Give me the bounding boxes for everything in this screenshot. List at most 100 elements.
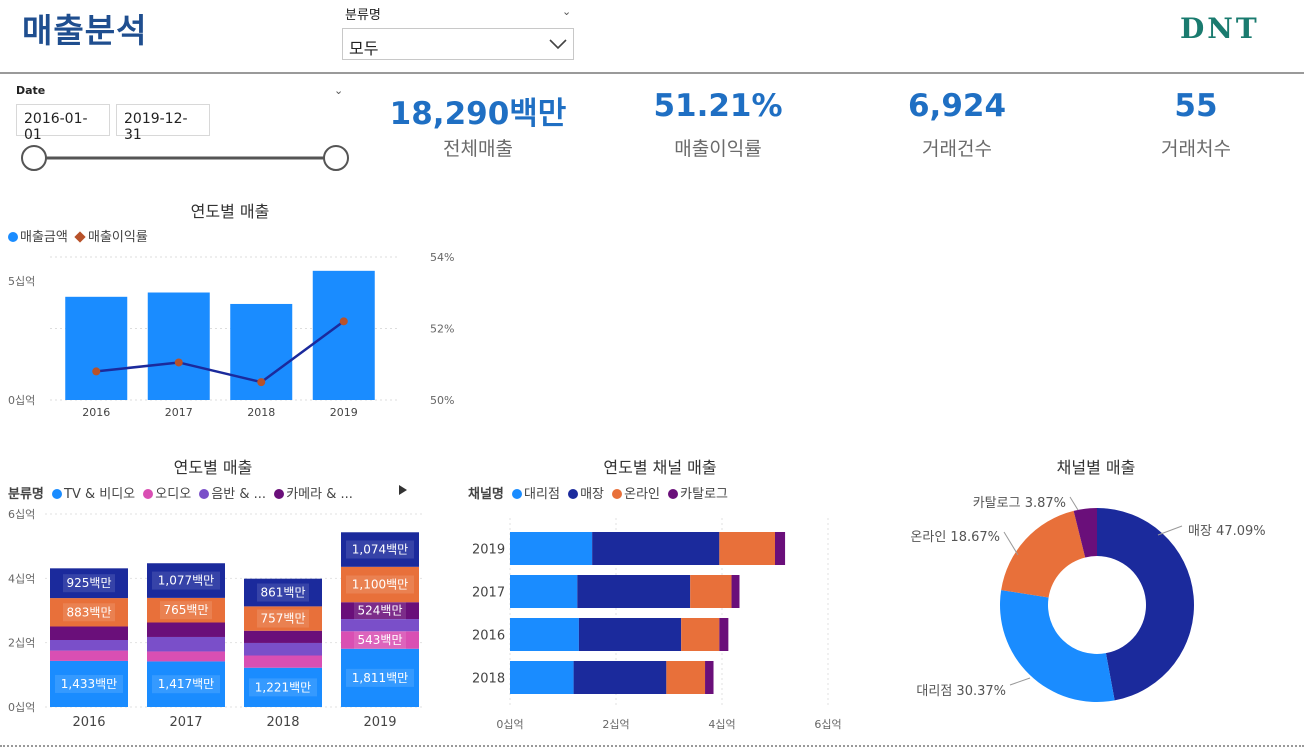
- category-filter-collapse-icon[interactable]: ⌄: [562, 5, 572, 18]
- chart2-legend-audio: 오디오: [155, 487, 192, 502]
- category-dropdown[interactable]: 모두: [342, 28, 574, 60]
- chart2-segment: [50, 598, 128, 627]
- chart3-segment: [578, 618, 682, 651]
- chart2-segment: [147, 597, 225, 623]
- kpi-customers-label: 거래처수: [1161, 138, 1231, 160]
- chart1-margin-point: [257, 378, 266, 387]
- chart1-legend-sales: 매출금액: [20, 230, 68, 245]
- chart1-bar: [65, 296, 128, 400]
- chart3-segment: [577, 575, 691, 608]
- chart2-label-bg: [152, 571, 220, 590]
- kpi-transactions-value: 6,924: [907, 88, 1007, 124]
- chart3-legend-store: 매장: [580, 487, 604, 502]
- chart2-segment: [244, 667, 322, 707]
- chart3-y-tick: 2017: [472, 586, 505, 601]
- chart1-y2-tick: 52%: [430, 323, 454, 336]
- chart2-segment: [244, 630, 322, 643]
- chart4-data-label: 대리점 30.37%: [916, 684, 1006, 699]
- chart1-y2-tick: 50%: [430, 394, 454, 407]
- chart2-segment: [50, 650, 128, 661]
- chart2-y-tick: 2십억: [8, 637, 35, 650]
- chart3-legend: 채널명 대리점 매장 온라인 카탈로그: [468, 483, 728, 502]
- date-start-input[interactable]: 2016-01-01: [16, 104, 110, 143]
- chart2-data-label: 925백만: [67, 576, 112, 590]
- chart3-segment: [719, 618, 729, 651]
- chart1-plot: 50% 52% 54% 0십억 5십억 2016 2017 2018 2019: [8, 251, 454, 419]
- chart2-x-tick: 2018: [266, 715, 299, 730]
- chart3-segment: [731, 575, 740, 608]
- chart3-segment: [592, 532, 720, 565]
- chart3-y-tick: 2016: [472, 629, 505, 644]
- chart2-label-bg: [346, 575, 414, 594]
- chart4-title: 채널별 매출: [1056, 458, 1136, 477]
- chart3-segment: [690, 575, 732, 608]
- chart4-data-label: 매장 47.09%: [1188, 524, 1266, 539]
- chart4-data-label: 카탈로그 3.87%: [973, 496, 1066, 511]
- chart3-segment: [510, 575, 578, 608]
- chart1-margin-point: [92, 367, 101, 376]
- chart3-legend-title: 채널명: [468, 487, 504, 502]
- chart4-leader-line: [1009, 677, 1031, 686]
- chart2-label-bg: [257, 609, 309, 628]
- chart3-segment: [719, 532, 775, 565]
- chart2-y-tick: 4십억: [8, 572, 35, 585]
- chart1-margin-line: [96, 320, 345, 384]
- chart3-legend-catalog: 카탈로그: [680, 487, 728, 502]
- chart2-data-label: 1,811백만: [352, 671, 408, 685]
- page-title: 매출분석: [22, 11, 148, 50]
- chart2-label-bg: [346, 540, 414, 559]
- chart2-legend-camera: 카메라 & ...: [286, 487, 353, 502]
- chart4-data-label: 온라인 18.67%: [910, 530, 1000, 545]
- kpi-margin-value: 51.21%: [653, 88, 783, 124]
- chart2-label-bg: [346, 668, 414, 687]
- slider-end-handle: [323, 145, 349, 171]
- chart2-title: 연도별 매출: [173, 458, 253, 477]
- chart1-title: 연도별 매출: [190, 202, 270, 221]
- date-filter-label: Date: [16, 84, 46, 97]
- chart2-segment: [147, 661, 225, 707]
- chart2-segment: [50, 626, 128, 640]
- chart1-x-tick: 2016: [82, 406, 110, 419]
- chart2-data-label: 524백만: [358, 604, 403, 618]
- date-filter-collapse-icon[interactable]: ⌄: [334, 84, 344, 97]
- chart2-label-bg: [249, 678, 317, 697]
- category-filter-label: 분류명: [345, 8, 381, 23]
- chart3-legend-agency: 대리점: [524, 487, 560, 502]
- chart3-x-tick: 0십억: [496, 718, 523, 731]
- chart3-segment: [681, 618, 720, 651]
- chart4-slice: [1097, 508, 1194, 701]
- chart2-segment: [147, 651, 225, 662]
- slider-start-handle: [21, 145, 47, 171]
- chart4-leader-line: [1069, 496, 1079, 511]
- chart1-x-tick: 2019: [330, 406, 358, 419]
- legend-next-arrow-icon[interactable]: [398, 484, 408, 496]
- chart2-label-bg: [63, 603, 115, 622]
- chart4-slice: [1000, 590, 1115, 702]
- chevron-down-icon: [549, 39, 567, 50]
- chart2-segment: [147, 636, 225, 652]
- chart2-data-label: 1,417백만: [158, 677, 214, 691]
- date-range-slider[interactable]: [14, 140, 359, 176]
- chart2-x-tick: 2016: [72, 715, 105, 730]
- chart1-legend-margin: 매출이익률: [87, 230, 148, 245]
- chart2-data-label: 1,221백만: [255, 680, 311, 694]
- chart2-data-label: 765백만: [164, 603, 209, 617]
- chart2-label-bg: [160, 601, 212, 620]
- date-end-input[interactable]: 2019-12-31: [116, 104, 210, 143]
- chart2-segment: [147, 563, 225, 598]
- chart2-segment: [50, 639, 128, 651]
- chart1-margin-point: [339, 317, 348, 326]
- chart3-y-tick: 2018: [472, 672, 505, 687]
- chart1-legend: 매출금액 매출이익률: [8, 226, 148, 245]
- chart2-data-label: 861백만: [261, 586, 306, 600]
- chart1-margin-point: [174, 358, 183, 367]
- chart2-data-label: 757백만: [261, 612, 306, 626]
- chart2-label-bg: [354, 631, 406, 650]
- chart3-segment: [666, 661, 706, 694]
- chart3-x-tick: 6십억: [814, 718, 841, 731]
- chart2-label-bg: [63, 574, 115, 593]
- chart3-title: 연도별 채널 매출: [603, 458, 717, 477]
- chart2-legend-title: 분류명: [8, 487, 44, 502]
- chart2-data-label: 543백만: [358, 633, 403, 647]
- kpi-total-sales-label: 전체매출: [443, 138, 513, 160]
